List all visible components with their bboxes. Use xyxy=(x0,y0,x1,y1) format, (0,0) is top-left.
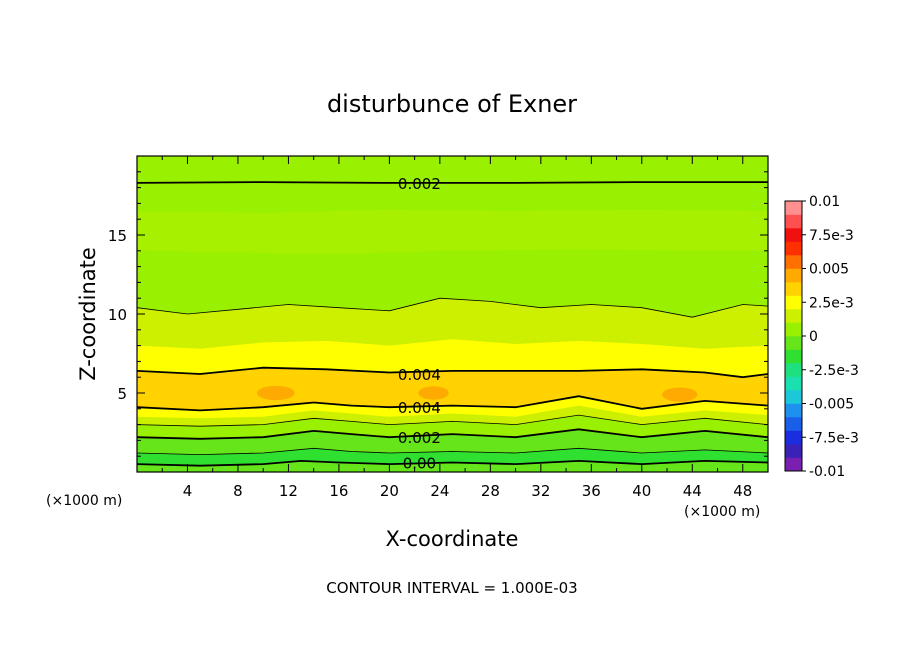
x-tick-label-28: 28 xyxy=(481,482,500,500)
contour-line-2 xyxy=(137,428,768,440)
contour-line-6 xyxy=(137,297,768,318)
colorbar-cell-7 xyxy=(785,363,802,377)
contour-line-3 xyxy=(137,414,768,427)
colorbar-cell-8 xyxy=(785,349,802,364)
contour-label-1: 0.004 xyxy=(398,366,441,384)
contour-line-5 xyxy=(137,366,768,379)
contour-line-4 xyxy=(137,395,768,412)
maximum-patch-1 xyxy=(418,386,449,400)
x-tick-label-24: 24 xyxy=(430,482,449,500)
x-axis-label: X-coordinate xyxy=(386,527,519,551)
colorbar-label-0: 0.01 xyxy=(809,194,840,210)
colorbar-cell-4 xyxy=(785,403,802,418)
colorbar-label-8: -0.01 xyxy=(809,464,845,480)
colorbar-cell-13 xyxy=(785,282,802,296)
colorbar-cell-3 xyxy=(785,417,802,431)
x-tick-label-48: 48 xyxy=(733,482,752,500)
colorbar-cell-18 xyxy=(785,214,802,229)
chart-title: disturbunce of Exner xyxy=(327,90,577,118)
y-axis-label: Z-coordinate xyxy=(76,247,100,381)
colorbar-cell-0 xyxy=(785,457,802,472)
colorbar: 0.01 7.5e-3 0.005 2.5e-3 0 -2.5e-3 -0.005 -7.5e… xyxy=(784,194,859,480)
colorbar-cell-15 xyxy=(785,255,802,269)
maximum-patch-2 xyxy=(661,387,698,402)
x-tick-label-32: 32 xyxy=(531,482,550,500)
contour-band-11 xyxy=(137,156,768,213)
colorbar-cell-17 xyxy=(785,228,802,242)
colorbar-label-3: 2.5e-3 xyxy=(809,295,854,311)
colorbar-cell-6 xyxy=(785,376,802,391)
colorbar-label-6: -0.005 xyxy=(809,397,854,413)
colorbar-cell-16 xyxy=(785,241,802,256)
colorbar-label-2: 0.005 xyxy=(809,262,849,278)
x-tick-label-12: 12 xyxy=(279,482,298,500)
maximum-patch-0 xyxy=(256,385,295,401)
colorbar-cell-10 xyxy=(785,322,802,337)
x-tick-label-36: 36 xyxy=(582,482,601,500)
colorbar-cell-12 xyxy=(785,295,802,310)
colorbar-label-7: -7.5e-3 xyxy=(809,430,859,446)
y-tick-label-10: 10 xyxy=(108,306,127,324)
colorbar-label-1: 7.5e-3 xyxy=(809,228,854,244)
x-tick-label-40: 40 xyxy=(632,482,651,500)
contour-label-2: 0.004 xyxy=(398,399,441,417)
x-tick-label-16: 16 xyxy=(329,482,348,500)
y-tick-label-5: 5 xyxy=(117,385,127,403)
contour-line-0 xyxy=(137,459,768,467)
colorbar-label-5: -2.5e-3 xyxy=(809,363,859,379)
colorbar-cell-1 xyxy=(785,444,802,458)
contour-label-4: 0.00 xyxy=(403,455,436,473)
colorbar-cell-2 xyxy=(785,430,802,445)
x-tick-label-8: 8 xyxy=(233,482,243,500)
y-tick-label-15: 15 xyxy=(108,227,127,245)
colorbar-label-4: 0 xyxy=(809,329,818,345)
x-tick-label-4: 4 xyxy=(183,482,193,500)
contour-label-0: 0.002 xyxy=(398,175,441,193)
contour-line-7 xyxy=(137,181,768,184)
colorbar-cell-19 xyxy=(785,201,802,215)
x-tick-label-44: 44 xyxy=(683,482,702,500)
colorbar-cell-9 xyxy=(785,336,802,350)
colorbar-cell-14 xyxy=(785,268,802,283)
contour-label-3: 0.002 xyxy=(398,429,441,447)
colorbar-cell-11 xyxy=(785,309,802,323)
y-unit-label: (×1000 m) xyxy=(684,504,760,520)
x-tick-label-20: 20 xyxy=(380,482,399,500)
contour-interval-note: CONTOUR INTERVAL = 1.000E-03 xyxy=(326,579,577,597)
x-unit-label: (×1000 m) xyxy=(46,493,122,509)
contour-line-1 xyxy=(137,447,768,456)
colorbar-cell-5 xyxy=(785,390,802,404)
